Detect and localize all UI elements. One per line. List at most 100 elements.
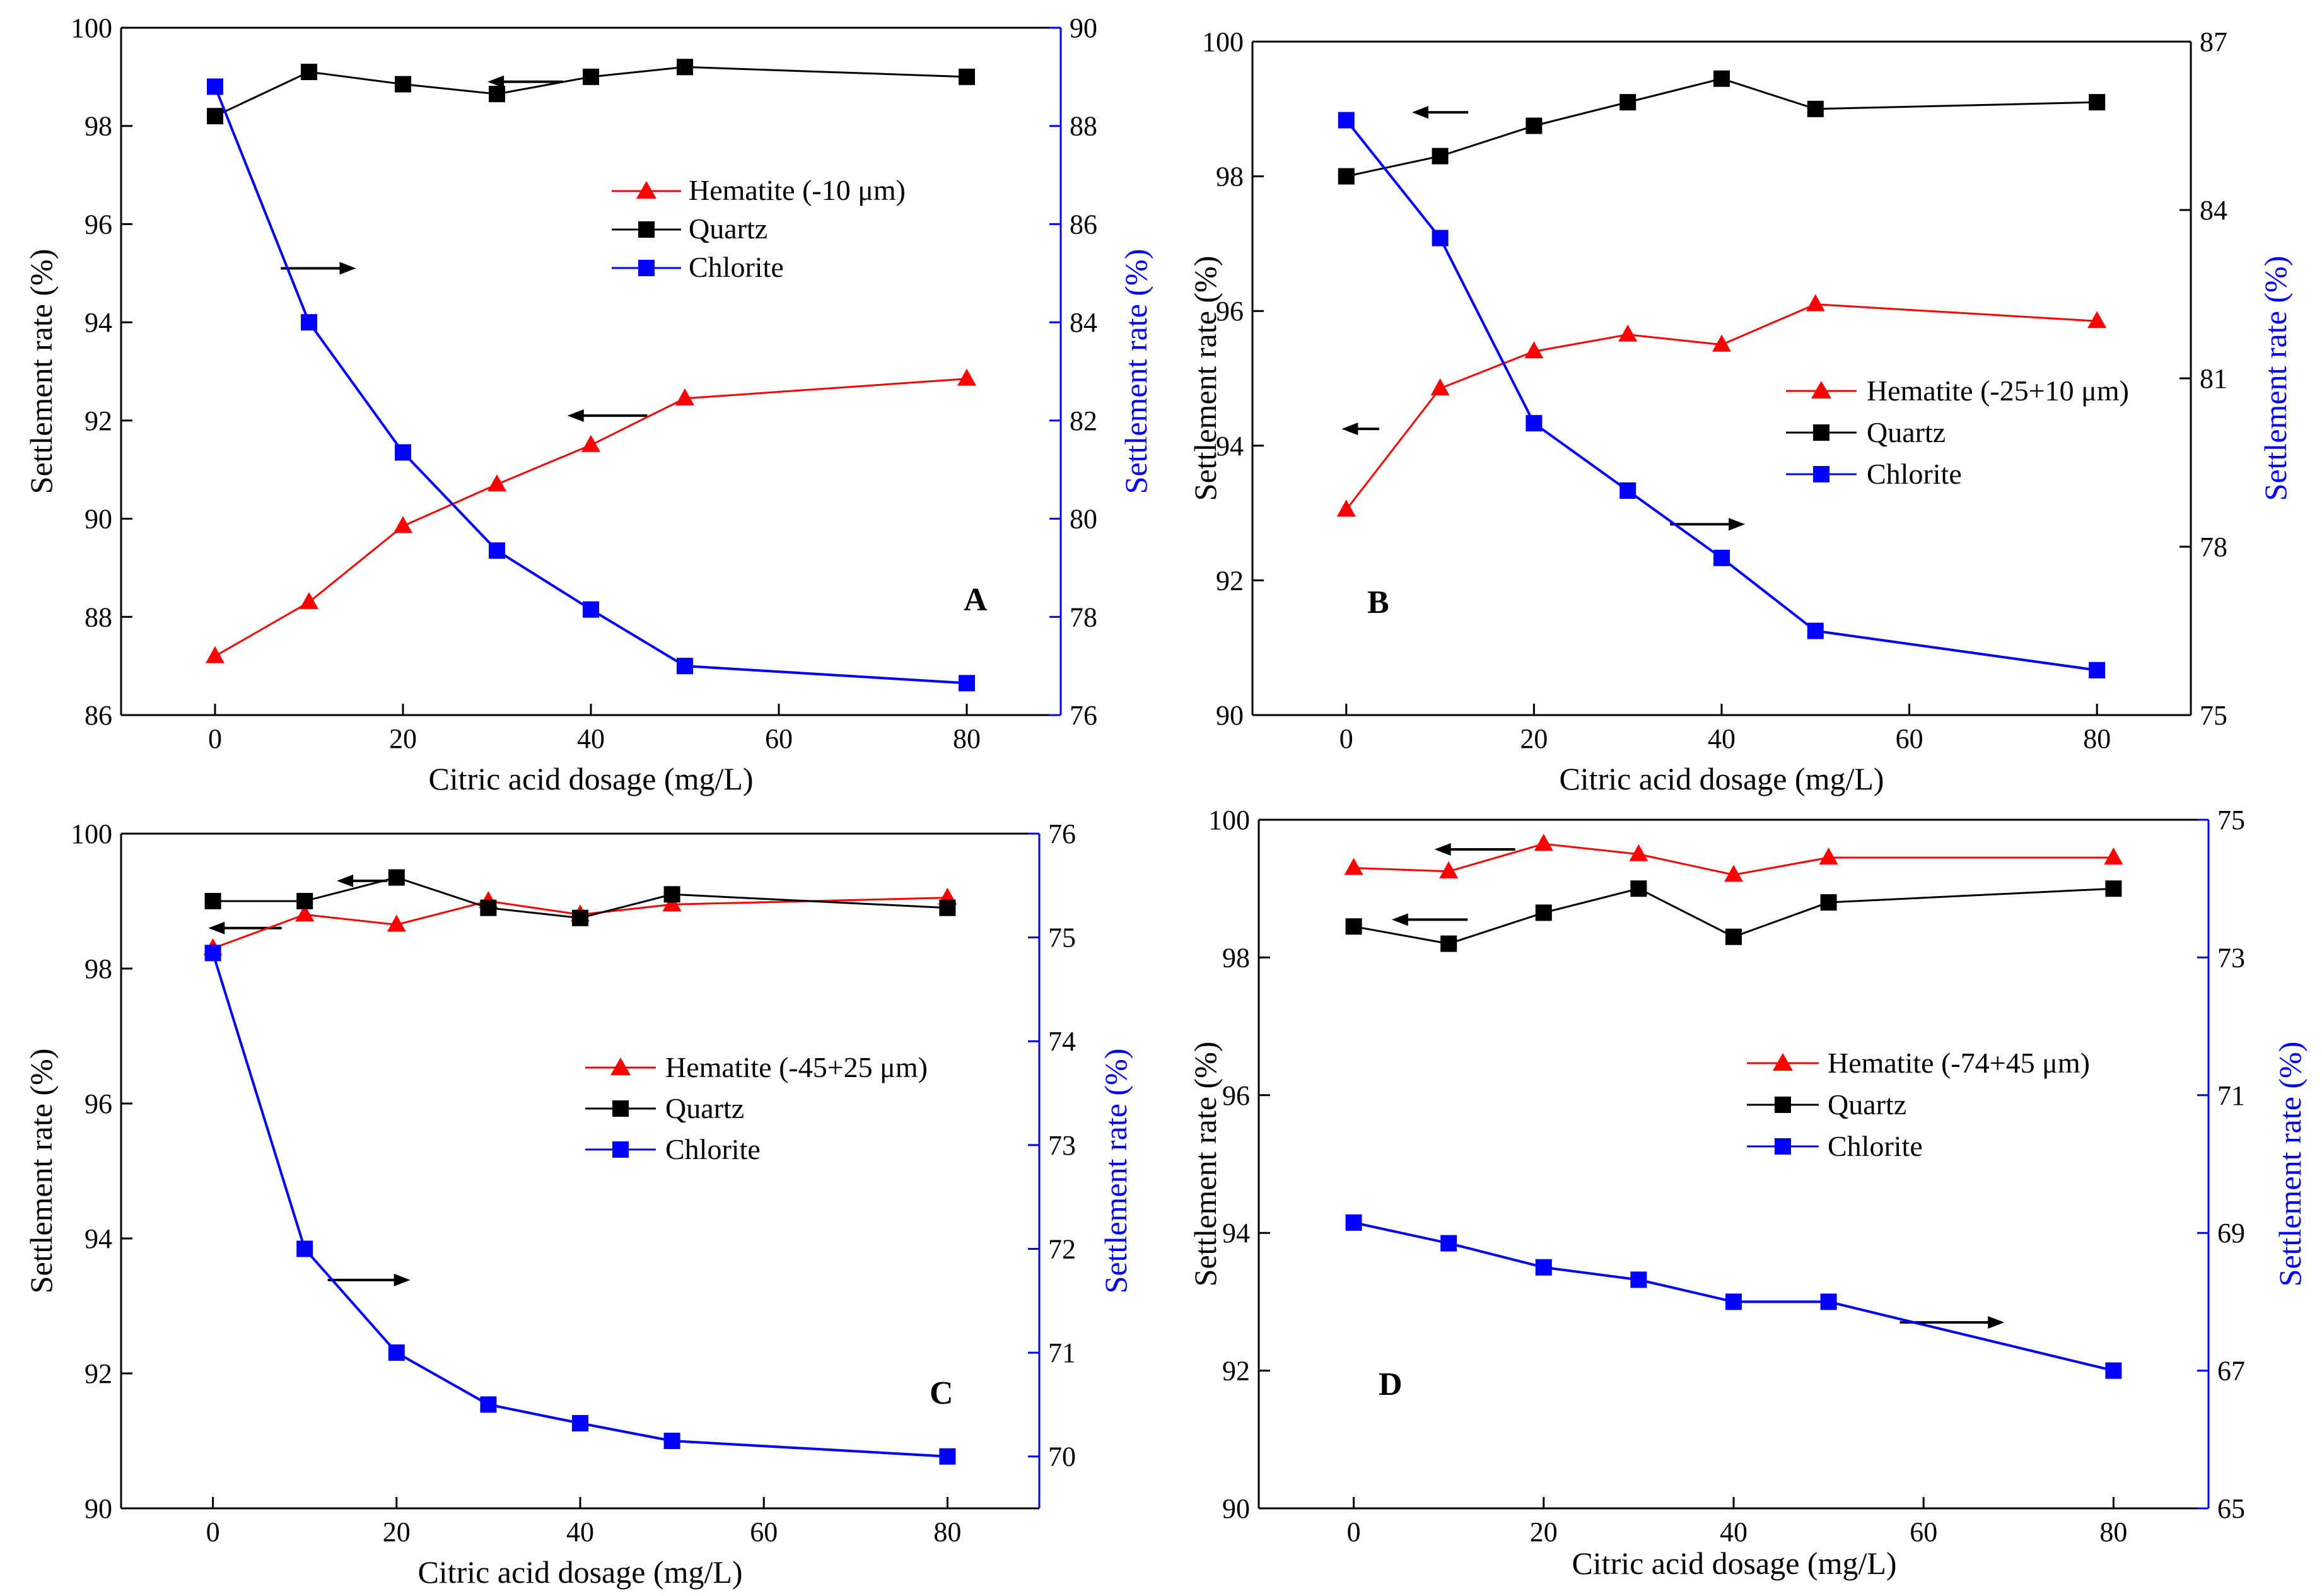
- panel-d-y2-axis-title: Settlement rate (%): [2272, 1042, 2307, 1287]
- panel-c-label: C: [930, 1375, 954, 1411]
- panel-a-y-tick-label-98: 98: [85, 111, 112, 142]
- panel-a-legend-chlorite-marker: [638, 260, 655, 276]
- panel-d-y2-tick-label-75: 75: [2217, 805, 2245, 836]
- panel-a-arrow-2-head: [339, 262, 356, 275]
- panel-a-x-tick-label-60: 60: [765, 723, 793, 754]
- panel-b-y2-tick-label-84: 84: [2200, 195, 2227, 226]
- panel-c-y2-tick-label-72: 72: [1048, 1233, 1076, 1264]
- panel-c-chlorite-line: [211, 952, 948, 1458]
- panel-a-quartz-point-20: [395, 76, 411, 93]
- panel-d-series-chlorite: [1345, 1214, 2122, 1379]
- panel-b-hematite-point-50: [1806, 294, 1825, 312]
- panel-b-quartz-point-30: [1619, 94, 1636, 111]
- panel-a-x-axis-title: Citric acid dosage (mg/L): [428, 761, 753, 796]
- panel-a-arrow-3-head: [567, 409, 584, 422]
- panel-d-y2-ticks: 65 67 69 71 73 75: [2197, 805, 2245, 1524]
- panel-a-arrow-2: [281, 262, 356, 275]
- panel-d-hematite-point-20: [1534, 834, 1553, 851]
- panel-a-y2-tick-label-82: 82: [1070, 405, 1097, 436]
- panel-a-legend-hematite-marker: [636, 181, 656, 199]
- panel-b-arrow-1: [1411, 106, 1469, 119]
- panel-c-y-tick-label-100: 100: [71, 818, 112, 849]
- panel-c-y2-tick-label-71: 71: [1048, 1337, 1076, 1368]
- panel-a-x-tick-label-0: 0: [208, 723, 222, 754]
- panel-b-arrow-1-head: [1411, 106, 1428, 119]
- panel-d-legend: Hematite (-74+45 μm) Quartz Chlorite: [1747, 1047, 2090, 1162]
- panel-a-series-chlorite: [207, 78, 975, 692]
- panel-d-y2-tick-label-71: 71: [2217, 1080, 2245, 1111]
- panel-b-arrow-2: [1341, 422, 1379, 436]
- panel-c-arrow-2-head: [208, 921, 225, 935]
- panel-b-arrows: [1341, 106, 1746, 531]
- panel-b-x-axis-title: Citric acid dosage (mg/L): [1559, 761, 1884, 796]
- panel-d-legend-hematite-marker: [1773, 1053, 1793, 1071]
- panel-d: 0 20 40 60 80 90 92 94 96 98 100 65 67 69 71 73 75 Cit…: [1187, 805, 2307, 1581]
- panel-c-chlorite-point-50: [663, 1433, 680, 1449]
- panel-d-y-axis-title: Settlement rate (%): [1187, 1042, 1223, 1287]
- panel-c-arrow-2: [208, 921, 282, 935]
- panel-d-quartz-point-0: [1345, 918, 1362, 935]
- panel-c-y-axis-title: Settlement rate (%): [23, 1049, 59, 1294]
- panel-a-y2-tick-label-88: 88: [1070, 111, 1097, 142]
- panel-a-hematite-point-10: [300, 591, 318, 609]
- panel-a-quartz-point-80: [959, 68, 975, 85]
- panel-a: 0 20 40 60 80 86 88 90 92 94 96 98 100 76 78 80 82 84 86…: [23, 13, 1153, 796]
- panel-d-arrow-1: [1434, 842, 1515, 856]
- panel-b-chlorite-point-30: [1619, 482, 1636, 499]
- panel-c-series-chlorite: [204, 945, 956, 1465]
- panel-b-y-tick-label-90: 90: [1216, 700, 1244, 731]
- panel-b-arrow-2-head: [1341, 422, 1358, 436]
- panel-a-quartz-point-30: [489, 86, 505, 103]
- panel-d-hematite-point-10: [1439, 861, 1459, 878]
- panel-b-x-tick-label-0: 0: [1339, 723, 1353, 754]
- panel-c-chlorite-point-20: [388, 1344, 405, 1361]
- panel-a-y-tick-label-90: 90: [85, 504, 112, 535]
- panel-a-series: [206, 59, 976, 692]
- panel-b-y2-tick-label-87: 87: [2200, 26, 2227, 57]
- panel-a-chlorite-point-80: [959, 675, 975, 692]
- panel-a-y-axis-title: Settlement rate (%): [23, 249, 59, 494]
- panel-b-y2-ticks: 75 78 81 84 87: [2179, 26, 2227, 731]
- panel-b-x-ticks: 0 20 40 60 80: [1339, 704, 2111, 754]
- panel-d-x-axis-title: Citric acid dosage (mg/L): [1572, 1546, 1896, 1581]
- panel-b-quartz-point-0: [1338, 168, 1355, 185]
- panel-a-y2-tick-label-80: 80: [1070, 504, 1097, 535]
- panel-c-arrow-3-head: [394, 1273, 411, 1286]
- panel-c-quartz-point-20: [388, 869, 405, 886]
- panel-a-chlorite-point-30: [489, 542, 505, 559]
- panel-b-x-tick-label-80: 80: [2083, 723, 2111, 754]
- panel-c-y-tick-label-94: 94: [85, 1223, 112, 1254]
- panel-c-y-tick-label-90: 90: [85, 1493, 112, 1524]
- panel-d-series: [1344, 834, 2123, 1379]
- panel-c-legend-quartz-marker: [612, 1100, 629, 1117]
- panel-b-quartz-line: [1346, 78, 2097, 178]
- panel-b-label: B: [1367, 585, 1389, 620]
- panel-a-hematite-point-40: [581, 434, 600, 452]
- panel-d-y2-tick-label-73: 73: [2217, 942, 2245, 973]
- panel-c-quartz-point-50: [663, 886, 680, 903]
- panel-c-y-tick-label-92: 92: [85, 1358, 112, 1389]
- panel-d-arrow-1-head: [1434, 842, 1451, 856]
- panel-d-hematite-point-80: [2104, 848, 2123, 865]
- panel-a-y-ticks: 86 88 90 92 94 96 98 100: [71, 13, 132, 731]
- panel-b-legend-quartz-label: Quartz: [1867, 416, 1946, 448]
- panel-a-chlorite-point-10: [301, 314, 317, 331]
- panel-a-chlorite-point-40: [583, 601, 599, 618]
- panel-c-y2-tick-label-74: 74: [1048, 1026, 1076, 1057]
- panel-b-y2-tick-label-81: 81: [2200, 363, 2227, 394]
- panel-a-series-hematite: [206, 368, 976, 663]
- panel-a-legend-quartz-label: Quartz: [689, 213, 767, 245]
- panel-a-legend-hematite: Hematite (-10 μm): [612, 174, 906, 206]
- panel-d-hematite-point-0: [1344, 858, 1363, 875]
- panel-c-legend-hematite-label: Hematite (-45+25 μm): [665, 1051, 928, 1083]
- panel-a-arrow-1: [487, 75, 563, 88]
- panel-c: 0 20 40 60 80 90 92 94 96 98 100 70 71 72 73 74 75 76 C…: [23, 818, 1133, 1590]
- panel-d-quartz-point-10: [1440, 935, 1457, 952]
- panel-d-chlorite-point-0: [1345, 1214, 1362, 1231]
- panel-c-y2-tick-label-75: 75: [1048, 923, 1076, 953]
- panel-b-chlorite-point-80: [2089, 661, 2106, 679]
- panel-d-y-ticks: 90 92 94 96 98 100: [1208, 805, 1270, 1524]
- panel-a-arrow-1-head: [487, 75, 505, 88]
- panel-b-x-tick-label-40: 40: [1708, 723, 1736, 754]
- panel-b-chlorite-point-20: [1526, 415, 1543, 432]
